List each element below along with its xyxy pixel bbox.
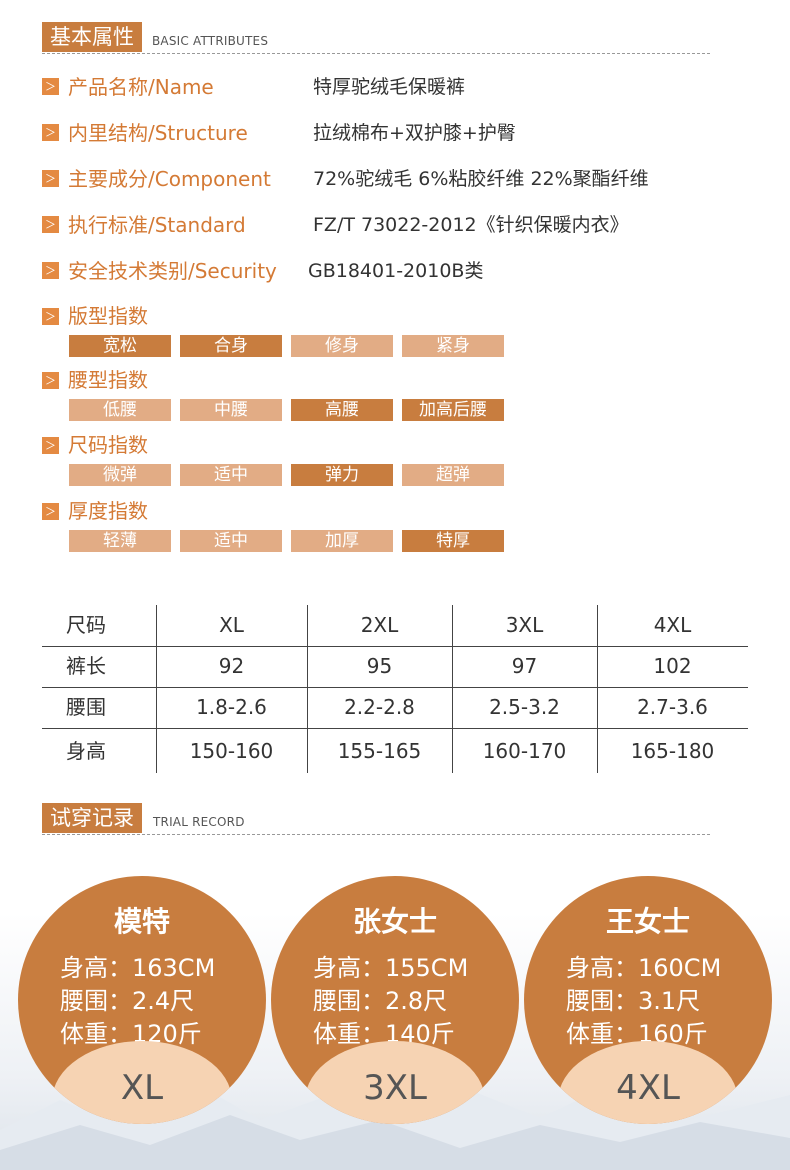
arrow-icon: ＞ — [42, 78, 59, 95]
table-divider — [42, 646, 748, 647]
size-index: ＞ 尺码指数 — [42, 431, 342, 459]
waist-option: 加高后腰 — [402, 399, 504, 421]
attr-value: GB18401-2010B类 — [308, 260, 484, 282]
fit-option: 修身 — [291, 335, 393, 357]
trial-record-title: 试穿记录 — [42, 803, 142, 833]
basic-attributes-divider — [42, 53, 710, 54]
fit-index-label: 版型指数 — [68, 304, 148, 328]
table-header-cell: 3XL — [505, 613, 544, 637]
thickness-option: 特厚 — [402, 530, 504, 552]
table-divider — [597, 605, 598, 773]
trial-card-model: 模特 身高：163CM 腰围：2.4尺 体重：120斤 XL — [18, 876, 266, 1124]
table-cell: 102 — [653, 654, 692, 678]
table-cell: 2.5-3.2 — [489, 695, 560, 719]
table-divider — [452, 605, 453, 773]
arrow-icon: ＞ — [42, 262, 59, 279]
fit-option: 宽松 — [69, 335, 171, 357]
table-cell: 92 — [218, 654, 245, 678]
waist-option: 中腰 — [180, 399, 282, 421]
attr-label: 产品名称/Name — [68, 75, 214, 99]
trial-person-name: 张女士 — [352, 905, 437, 938]
waist-option: 低腰 — [69, 399, 171, 421]
elasticity-option: 弹力 — [291, 464, 393, 486]
fit-option: 紧身 — [402, 335, 504, 357]
size-index-label: 尺码指数 — [68, 433, 148, 457]
table-header-cell: XL — [219, 613, 244, 637]
attr-value: 拉绒棉布+双护膝+护臀 — [313, 122, 516, 144]
table-cell: 2.7-3.6 — [637, 695, 708, 719]
basic-attributes-subtitle: BASIC ATTRIBUTES — [152, 34, 269, 48]
trial-waist: 腰围：2.8尺 — [313, 987, 448, 1015]
trial-card-ms-zhang: 张女士 身高：155CM 腰围：2.8尺 体重：140斤 3XL — [271, 876, 519, 1124]
trial-size: 3XL — [363, 1068, 427, 1108]
table-header-cell: 2XL — [360, 613, 399, 637]
attr-value: 72%驼绒毛 6%粘胶纤维 22%聚酯纤维 — [313, 168, 649, 190]
trial-card-ms-wang: 王女士 身高：160CM 腰围：3.1尺 体重：160斤 4XL — [524, 876, 772, 1124]
arrow-icon: ＞ — [42, 503, 59, 520]
waist-index-label: 腰型指数 — [68, 368, 148, 392]
table-divider — [42, 687, 748, 688]
thickness-index-label: 厚度指数 — [68, 499, 148, 523]
table-cell: 95 — [366, 654, 393, 678]
elasticity-option: 超弹 — [402, 464, 504, 486]
table-row-label: 身高 — [66, 739, 106, 763]
table-cell: 97 — [511, 654, 538, 678]
arrow-icon: ＞ — [42, 372, 59, 389]
attr-row-name: ＞ 产品名称/Name 特厚驼绒毛保暖裤 — [42, 72, 742, 102]
trial-person-name: 模特 — [113, 905, 170, 938]
table-header-cell: 尺码 — [66, 613, 106, 637]
attr-value: 特厚驼绒毛保暖裤 — [313, 76, 466, 98]
table-cell: 160-170 — [482, 739, 567, 763]
attr-row-standard: ＞ 执行标准/Standard FZ/T 73022-2012《针织保暖内衣》 — [42, 210, 742, 240]
table-cell: 150-160 — [189, 739, 274, 763]
attr-row-security: ＞ 安全技术类别/Security GB18401-2010B类 — [42, 256, 742, 286]
trial-height: 身高：163CM — [60, 954, 216, 982]
fit-index: ＞ 版型指数 — [42, 302, 342, 330]
trial-waist: 腰围：3.1尺 — [566, 987, 701, 1015]
attr-label: 安全技术类别/Security — [68, 259, 277, 283]
arrow-icon: ＞ — [42, 308, 59, 325]
trial-height: 身高：155CM — [313, 954, 469, 982]
attr-label: 主要成分/Component — [68, 167, 271, 191]
attr-label: 内里结构/Structure — [68, 121, 248, 145]
attr-row-component: ＞ 主要成分/Component 72%驼绒毛 6%粘胶纤维 22%聚酯纤维 — [42, 164, 742, 194]
table-header-cell: 4XL — [653, 613, 692, 637]
thickness-index: ＞ 厚度指数 — [42, 497, 342, 525]
trial-record-subtitle: TRIAL RECORD — [153, 815, 245, 829]
table-row-label: 腰围 — [66, 695, 106, 719]
trial-record-divider — [42, 834, 710, 835]
arrow-icon: ＞ — [42, 170, 59, 187]
trial-waist: 腰围：2.4尺 — [60, 987, 195, 1015]
trial-person-name: 王女士 — [605, 905, 690, 938]
table-cell: 165-180 — [630, 739, 715, 763]
thickness-option: 加厚 — [291, 530, 393, 552]
thickness-option: 适中 — [180, 530, 282, 552]
elasticity-option: 微弹 — [69, 464, 171, 486]
attr-row-structure: ＞ 内里结构/Structure 拉绒棉布+双护膝+护臀 — [42, 118, 742, 148]
trial-height: 身高：160CM — [566, 954, 722, 982]
table-divider — [307, 605, 308, 773]
thickness-option: 轻薄 — [69, 530, 171, 552]
arrow-icon: ＞ — [42, 437, 59, 454]
table-divider — [42, 728, 748, 729]
trial-record-header: 试穿记录 TRIAL RECORD — [42, 803, 342, 833]
fit-option: 合身 — [180, 335, 282, 357]
table-divider — [156, 605, 157, 773]
attr-label: 执行标准/Standard — [68, 213, 246, 237]
trial-size: XL — [120, 1068, 164, 1108]
elasticity-option: 适中 — [180, 464, 282, 486]
waist-option: 高腰 — [291, 399, 393, 421]
basic-attributes-header: 基本属性 BASIC ATTRIBUTES — [42, 22, 342, 52]
size-table: 尺码 XL 2XL 3XL 4XL 裤长 92 95 97 102 腰围 1.8… — [42, 605, 748, 773]
table-cell: 155-165 — [337, 739, 422, 763]
table-cell: 2.2-2.8 — [344, 695, 415, 719]
trial-size: 4XL — [616, 1068, 680, 1108]
table-row-label: 裤长 — [66, 654, 106, 678]
attr-value: FZ/T 73022-2012《针织保暖内衣》 — [313, 214, 629, 236]
table-cell: 1.8-2.6 — [196, 695, 267, 719]
arrow-icon: ＞ — [42, 124, 59, 141]
basic-attributes-title: 基本属性 — [42, 22, 142, 52]
arrow-icon: ＞ — [42, 216, 59, 233]
waist-index: ＞ 腰型指数 — [42, 366, 342, 394]
